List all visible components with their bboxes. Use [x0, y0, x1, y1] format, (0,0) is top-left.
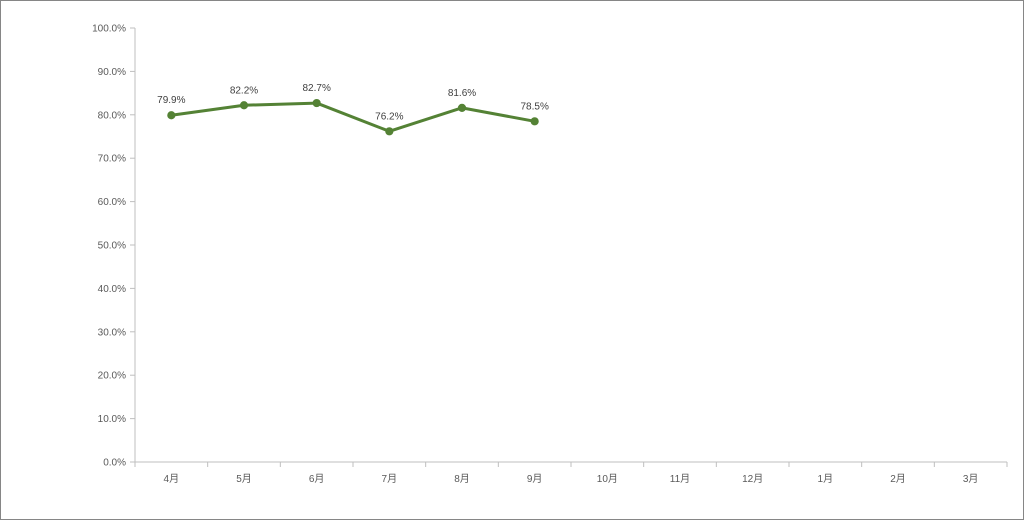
y-tick-label: 70.0% [98, 154, 126, 165]
data-point [239, 101, 249, 110]
y-tick-label: 80.0% [98, 110, 126, 121]
x-tick-label: 6月 [309, 473, 325, 485]
y-tick-label: 40.0% [98, 284, 126, 295]
x-axis: 4月 5月 6月 7月 8月 9月 10月 11月 12月 1月 2月 3月 [134, 461, 1008, 485]
x-tick-label: 3月 [963, 473, 979, 485]
y-tick-label: 10.0% [98, 414, 126, 425]
y-axis: 0.0% 10.0% 20.0% 30.0% 40.0% 50.0% 60.0% 70.0% 8… [92, 24, 136, 469]
data-point [457, 103, 467, 112]
data-label: 78.5% [520, 101, 548, 112]
y-tick-label: 0.0% [103, 458, 126, 469]
x-tick-label: 8月 [454, 473, 470, 485]
y-tick-label: 90.0% [98, 67, 126, 78]
y-tick-label: 20.0% [98, 371, 126, 382]
data-label: 79.9% [157, 95, 185, 106]
x-tick-label: 1月 [818, 473, 834, 485]
x-tick-label: 2月 [890, 473, 906, 485]
y-tick-label: 100.0% [92, 24, 126, 35]
x-tick-label: 11月 [670, 473, 690, 485]
data-label: 81.6% [448, 88, 476, 99]
series-layer: 79.9% 82.2% 82.7% 76.2% 81.6% 78.5% [157, 83, 549, 136]
y-tick-label: 60.0% [98, 197, 126, 208]
x-tick-label: 9月 [527, 473, 543, 485]
data-point [530, 117, 539, 126]
data-point [167, 111, 176, 120]
x-tick-label: 7月 [382, 473, 398, 485]
data-point [312, 98, 321, 108]
x-tick-label: 10月 [597, 473, 618, 485]
series-line [169, 101, 537, 133]
x-tick-label: 4月 [164, 473, 180, 485]
data-label: 82.2% [230, 85, 258, 96]
data-point [385, 127, 394, 136]
x-tick-label: 5月 [236, 473, 252, 485]
data-label: 76.2% [375, 111, 403, 122]
x-tick-label: 12月 [742, 473, 763, 485]
y-tick-label: 30.0% [98, 327, 126, 338]
data-label: 82.7% [302, 83, 330, 94]
y-tick-label: 50.0% [98, 241, 126, 252]
